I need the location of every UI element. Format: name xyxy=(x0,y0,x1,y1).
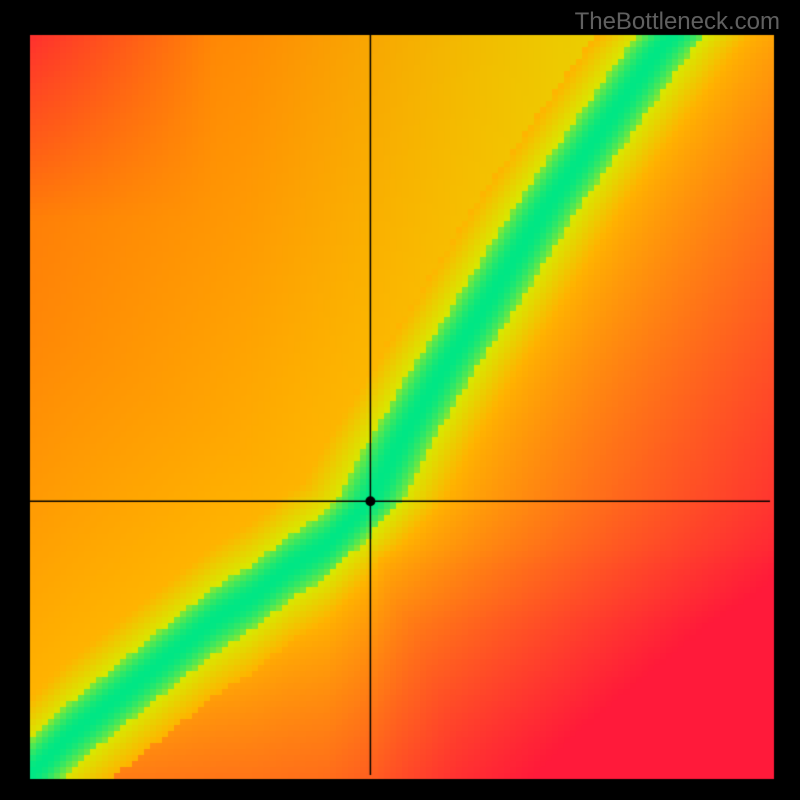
watermark-text: TheBottleneck.com xyxy=(575,8,780,36)
chart-container: TheBottleneck.com xyxy=(0,0,800,800)
bottleneck-heatmap xyxy=(0,0,800,800)
